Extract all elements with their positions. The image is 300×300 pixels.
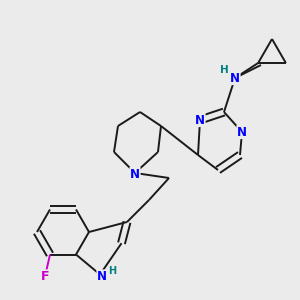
Text: N: N xyxy=(97,270,107,283)
Text: N: N xyxy=(237,125,247,139)
Text: H: H xyxy=(220,65,228,75)
Text: H: H xyxy=(108,266,116,275)
Text: F: F xyxy=(41,270,49,283)
Text: N: N xyxy=(130,167,140,181)
Text: N: N xyxy=(195,113,205,127)
Text: N: N xyxy=(230,71,240,85)
